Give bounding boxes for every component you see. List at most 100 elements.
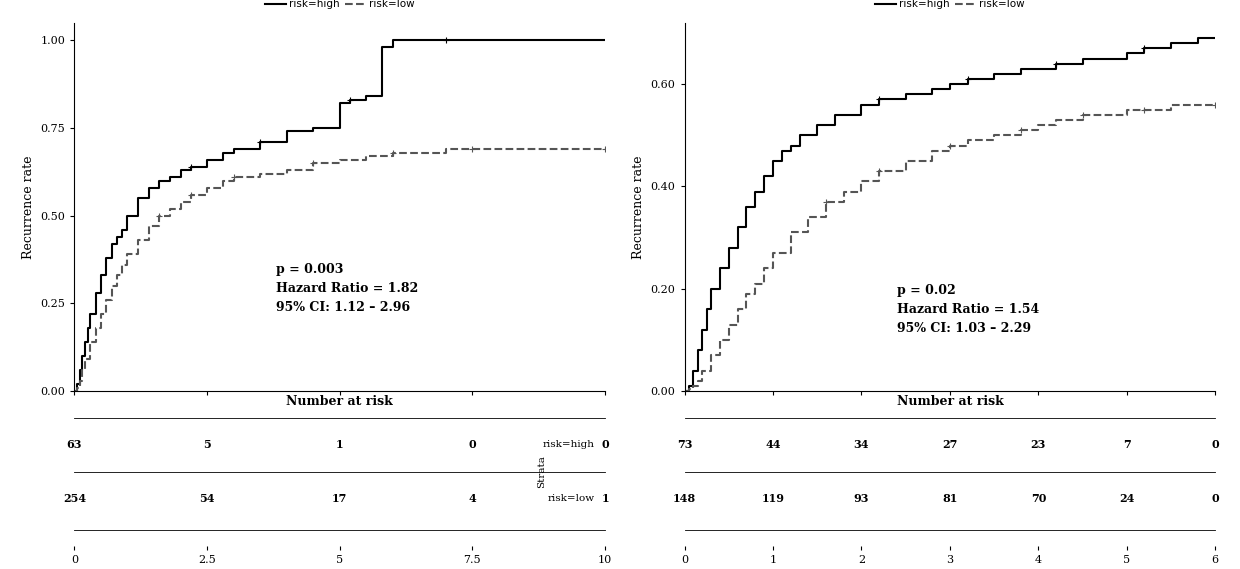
Text: Number at risk: Number at risk (286, 395, 393, 409)
risk=high (78, 339, 93, 345)
risk=low (784, 229, 799, 236)
risk=low (104, 282, 119, 289)
risk=low (253, 170, 268, 177)
Text: 73: 73 (677, 439, 692, 451)
risk=low (598, 146, 613, 152)
risk=high (386, 37, 401, 44)
Text: 1: 1 (336, 439, 343, 451)
risk=high (827, 112, 842, 118)
Text: 24: 24 (1118, 493, 1135, 505)
risk=high (162, 174, 177, 180)
risk=high (104, 240, 119, 247)
risk=low (74, 366, 89, 373)
Text: risk=high: risk=high (542, 440, 594, 450)
risk=high (691, 347, 706, 353)
risk=high (69, 381, 84, 387)
risk=high (99, 254, 114, 261)
risk=high (81, 324, 95, 331)
risk=low (184, 191, 198, 198)
risk=low (801, 214, 816, 221)
Text: 17: 17 (332, 493, 347, 505)
risk=high (67, 387, 82, 394)
Text: 0: 0 (601, 439, 609, 451)
Text: 70: 70 (1030, 493, 1047, 505)
Text: Number at risk: Number at risk (897, 395, 1003, 409)
Line: risk=low: risk=low (684, 105, 1215, 391)
risk=low (1075, 112, 1090, 118)
risk=low (836, 188, 851, 195)
risk=high (854, 101, 869, 108)
Legend: risk=high, risk=low: risk=high, risk=low (260, 0, 419, 14)
Line: risk=low: risk=low (74, 149, 605, 391)
risk=high (739, 204, 754, 211)
risk=high (130, 195, 145, 201)
risk=low (898, 158, 913, 164)
risk=low (872, 168, 887, 175)
risk=low (200, 184, 215, 191)
risk=high (1190, 35, 1205, 42)
risk=high (93, 272, 108, 279)
risk=high (748, 188, 763, 195)
risk=high (200, 156, 215, 163)
risk=high (216, 149, 231, 156)
risk=high (74, 353, 89, 360)
risk=low (686, 382, 701, 389)
risk=high (141, 184, 156, 191)
risk=low (120, 251, 135, 258)
risk=high (730, 224, 745, 231)
risk=high (306, 125, 321, 131)
Text: 1: 1 (601, 493, 609, 505)
risk=high (784, 142, 799, 149)
Text: A: A (5, 0, 21, 4)
risk=high (151, 177, 166, 184)
risk=low (677, 387, 692, 394)
risk=high (756, 173, 771, 180)
risk=low (226, 174, 241, 180)
risk=low (942, 142, 957, 149)
Line: risk=high: risk=high (684, 38, 1215, 391)
Text: 93: 93 (853, 493, 869, 505)
risk=low (1120, 106, 1135, 113)
risk=low (1190, 101, 1205, 108)
risk=low (306, 160, 321, 167)
Y-axis label: Recurrence rate: Recurrence rate (632, 155, 645, 259)
risk=low (358, 152, 373, 159)
Text: 0: 0 (1211, 439, 1219, 451)
risk=high (598, 37, 613, 44)
risk=high (872, 96, 887, 103)
Text: 27: 27 (942, 439, 957, 451)
risk=low (72, 377, 87, 384)
risk=low (412, 149, 427, 156)
risk=high (765, 158, 780, 164)
risk=high (120, 212, 135, 219)
risk=low (162, 205, 177, 212)
risk=low (332, 156, 347, 163)
risk=low (1030, 122, 1045, 129)
risk=low (78, 356, 93, 363)
risk=low (465, 146, 480, 152)
Text: risk=low: risk=low (547, 494, 594, 504)
risk=high (1120, 50, 1135, 57)
risk=low (93, 311, 108, 318)
risk=high (942, 81, 957, 88)
risk=high (343, 97, 358, 104)
risk=high (703, 285, 718, 292)
risk=high (109, 233, 124, 240)
Text: 54: 54 (200, 493, 215, 505)
risk=high (1137, 45, 1152, 52)
risk=low (67, 387, 82, 394)
risk=low (1208, 101, 1223, 108)
risk=low (713, 336, 728, 343)
risk=low (818, 199, 833, 205)
Text: 23: 23 (1030, 439, 1047, 451)
risk=high (332, 100, 347, 107)
risk=high (792, 132, 807, 139)
risk=high (722, 245, 737, 251)
risk=high (775, 147, 790, 154)
risk=high (279, 128, 294, 135)
risk=low (491, 146, 506, 152)
risk=low (925, 147, 940, 154)
Y-axis label: Recurrence rate: Recurrence rate (22, 155, 35, 259)
risk=high (1208, 35, 1223, 42)
Text: p = 0.02
Hazard Ratio = 1.54
95% CI: 1.03 – 2.29: p = 0.02 Hazard Ratio = 1.54 95% CI: 1.0… (897, 284, 1039, 335)
